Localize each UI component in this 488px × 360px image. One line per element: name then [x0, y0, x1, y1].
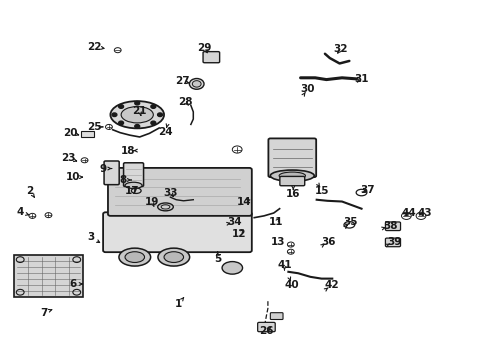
FancyBboxPatch shape [123, 163, 143, 186]
Text: 32: 32 [333, 44, 347, 54]
FancyBboxPatch shape [103, 212, 251, 252]
Text: 12: 12 [231, 229, 245, 239]
Ellipse shape [189, 78, 203, 89]
Text: 29: 29 [197, 43, 211, 53]
Ellipse shape [270, 170, 314, 181]
Text: 40: 40 [285, 280, 299, 290]
Text: 11: 11 [268, 217, 283, 227]
Text: 16: 16 [285, 189, 300, 199]
Text: 3: 3 [87, 232, 94, 242]
Text: 19: 19 [144, 197, 159, 207]
Ellipse shape [192, 81, 201, 87]
FancyBboxPatch shape [270, 313, 283, 319]
Text: 23: 23 [61, 153, 75, 163]
Text: 1: 1 [175, 299, 182, 309]
Ellipse shape [279, 172, 305, 179]
FancyBboxPatch shape [268, 138, 316, 177]
Ellipse shape [119, 248, 150, 266]
Text: 33: 33 [163, 188, 177, 198]
Text: 39: 39 [386, 237, 401, 247]
Text: 41: 41 [277, 260, 291, 270]
FancyBboxPatch shape [385, 222, 400, 230]
Ellipse shape [125, 182, 142, 189]
Circle shape [151, 121, 156, 125]
Ellipse shape [163, 252, 183, 262]
Ellipse shape [222, 262, 242, 274]
Text: 15: 15 [315, 186, 329, 196]
Text: 20: 20 [62, 128, 77, 138]
Text: 44: 44 [401, 208, 416, 218]
Text: 8: 8 [119, 175, 126, 185]
Text: 42: 42 [325, 280, 339, 290]
Text: 35: 35 [343, 217, 357, 227]
Text: 37: 37 [359, 185, 374, 195]
Text: 14: 14 [237, 197, 251, 207]
Text: 9: 9 [100, 163, 106, 174]
FancyBboxPatch shape [257, 322, 275, 332]
Circle shape [112, 113, 117, 117]
FancyBboxPatch shape [279, 176, 304, 186]
Text: 10: 10 [65, 172, 80, 182]
Ellipse shape [121, 107, 153, 123]
Text: 18: 18 [121, 145, 136, 156]
Text: 24: 24 [158, 127, 172, 136]
Text: 5: 5 [214, 254, 221, 264]
Text: 38: 38 [383, 221, 397, 231]
Text: 27: 27 [174, 76, 189, 86]
Text: 36: 36 [321, 237, 335, 247]
Ellipse shape [158, 248, 189, 266]
Text: 6: 6 [69, 279, 76, 289]
Ellipse shape [125, 252, 144, 262]
Circle shape [157, 113, 162, 117]
Circle shape [119, 105, 123, 108]
Text: 21: 21 [132, 106, 146, 116]
Text: 2: 2 [26, 186, 34, 196]
Text: 22: 22 [87, 42, 102, 51]
Bar [14, 255, 82, 297]
Text: 25: 25 [87, 122, 102, 132]
Bar [81, 131, 94, 137]
Text: 17: 17 [125, 186, 140, 196]
Circle shape [151, 105, 156, 108]
FancyBboxPatch shape [104, 161, 119, 185]
Text: 4: 4 [17, 207, 24, 217]
Ellipse shape [110, 101, 163, 129]
Text: 13: 13 [270, 237, 285, 247]
Text: 26: 26 [259, 325, 273, 336]
Text: 7: 7 [40, 308, 47, 318]
Text: 34: 34 [227, 217, 242, 227]
Text: 28: 28 [178, 97, 192, 107]
Circle shape [135, 102, 140, 105]
FancyBboxPatch shape [203, 51, 219, 63]
Text: 30: 30 [300, 84, 314, 94]
FancyBboxPatch shape [108, 168, 251, 216]
Text: 31: 31 [353, 74, 368, 84]
Circle shape [135, 125, 140, 128]
Text: 43: 43 [417, 208, 431, 218]
Circle shape [119, 121, 123, 125]
FancyBboxPatch shape [385, 238, 400, 247]
